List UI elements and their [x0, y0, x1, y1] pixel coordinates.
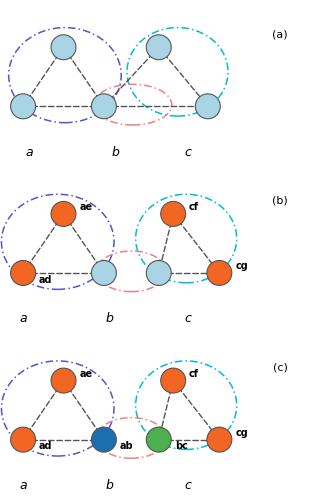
Circle shape	[92, 260, 116, 285]
Text: ae: ae	[79, 202, 92, 212]
Circle shape	[51, 368, 76, 393]
Circle shape	[10, 427, 35, 452]
Text: b: b	[106, 479, 113, 492]
Circle shape	[146, 35, 171, 59]
Text: a: a	[19, 312, 27, 326]
Text: ab: ab	[120, 441, 133, 451]
Text: cg: cg	[235, 428, 248, 438]
Text: bc: bc	[174, 441, 188, 451]
Text: ad: ad	[39, 441, 52, 451]
Circle shape	[207, 427, 232, 452]
Text: cg: cg	[235, 262, 248, 272]
Circle shape	[51, 202, 76, 226]
Text: cf: cf	[189, 202, 199, 212]
Text: b: b	[112, 146, 119, 158]
Text: c: c	[184, 312, 191, 326]
Circle shape	[10, 260, 35, 285]
Text: b: b	[106, 312, 113, 326]
Text: ad: ad	[39, 274, 52, 284]
Text: c: c	[184, 479, 191, 492]
Text: (b): (b)	[272, 196, 288, 206]
Circle shape	[195, 94, 220, 119]
Circle shape	[10, 94, 35, 119]
Text: (a): (a)	[272, 29, 288, 39]
Circle shape	[146, 260, 171, 285]
Text: cf: cf	[189, 369, 199, 379]
Text: a: a	[25, 146, 33, 158]
Text: ae: ae	[79, 369, 92, 379]
Text: (c): (c)	[273, 362, 287, 372]
Circle shape	[161, 202, 186, 226]
Text: a: a	[19, 479, 27, 492]
Circle shape	[92, 94, 116, 119]
Circle shape	[146, 427, 171, 452]
Circle shape	[51, 35, 76, 59]
Circle shape	[161, 368, 186, 393]
Circle shape	[92, 427, 116, 452]
Circle shape	[207, 260, 232, 285]
Text: c: c	[184, 146, 191, 158]
